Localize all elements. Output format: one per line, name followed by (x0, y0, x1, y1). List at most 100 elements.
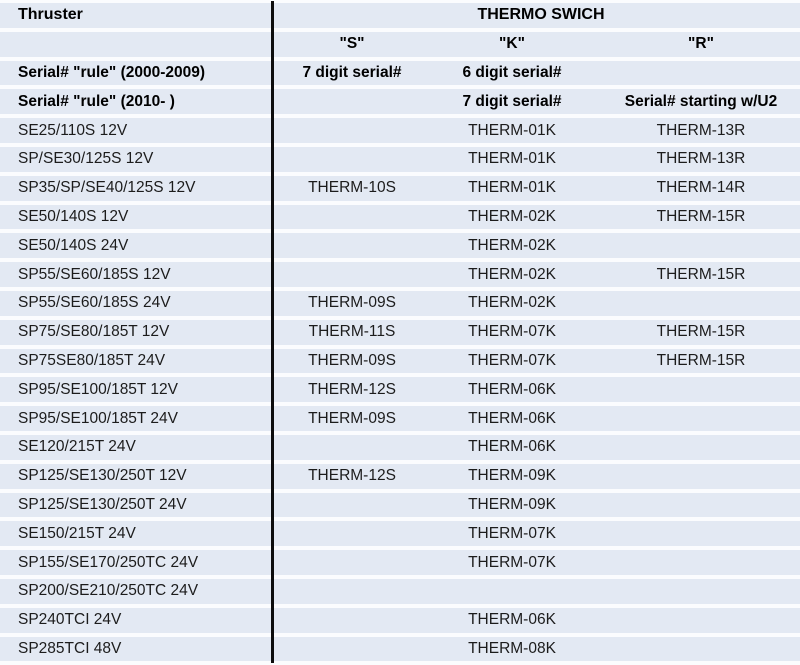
column-divider (262, 317, 282, 347)
table-row: SE150/215T 24V THERM-07K (0, 519, 800, 549)
table-row: SP75SE80/185T 24V THERM-09S THERM-07K TH… (0, 346, 800, 376)
table-row: SP95/SE100/185T 24V THERM-09S THERM-06K (0, 404, 800, 434)
divider-bar-icon (270, 260, 274, 290)
r-cell: THERM-13R (656, 121, 746, 139)
k-cell: THERM-07K (468, 351, 556, 369)
k-column-header: "K" (499, 35, 525, 53)
thruster-cell: SP95/SE100/185T 12V (18, 380, 179, 398)
s-cell: THERM-09S (308, 409, 396, 427)
s-cell: THERM-09S (308, 294, 396, 312)
column-divider (262, 605, 282, 635)
divider-bar-icon (270, 231, 274, 261)
k-cell: THERM-02K (468, 294, 556, 312)
divider-bar-icon (270, 87, 274, 117)
column-divider (262, 29, 282, 59)
r-cell: Serial# starting w/U2 (624, 92, 778, 110)
divider-bar-icon (270, 432, 274, 462)
thruster-cell: SP75/SE80/185T 12V (18, 323, 170, 341)
thruster-cell: Serial# "rule" (2010- ) (18, 92, 175, 110)
divider-bar-icon (270, 375, 274, 405)
k-cell: 6 digit serial# (462, 63, 562, 81)
r-cell: THERM-15R (656, 265, 746, 283)
column-divider (262, 58, 282, 88)
thruster-column-header: Thruster (18, 6, 83, 24)
thruster-cell: SP285TCI 48V (18, 639, 122, 657)
thruster-cell: SP125/SE130/250T 12V (18, 467, 187, 485)
k-cell: THERM-07K (468, 553, 556, 571)
column-divider (262, 548, 282, 578)
divider-bar-icon (270, 576, 274, 606)
table-row: SP285TCI 48V THERM-08K (0, 634, 800, 664)
table-body: Serial# "rule" (2000-2009) 7 digit seria… (0, 58, 800, 664)
table-row: SE50/140S 24V THERM-02K (0, 231, 800, 261)
column-divider (262, 490, 282, 520)
column-divider (262, 375, 282, 405)
table-row: SE25/110S 12V THERM-01K THERM-13R (0, 116, 800, 146)
s-cell: THERM-11S (308, 323, 396, 341)
column-divider (262, 634, 282, 664)
k-cell: THERM-01K (468, 121, 556, 139)
table-row: SP/SE30/125S 12V THERM-01K THERM-13R (0, 144, 800, 174)
table-row: SP155/SE170/250TC 24V THERM-07K (0, 548, 800, 578)
divider-bar-icon (270, 317, 274, 347)
thruster-cell: SP155/SE170/250TC 24V (18, 553, 199, 571)
thruster-cell: SP55/SE60/185S 12V (18, 265, 171, 283)
s-column-header: "S" (339, 35, 365, 53)
table-row: SP95/SE100/185T 12V THERM-12S THERM-06K (0, 375, 800, 405)
divider-bar-icon (270, 404, 274, 434)
divider-bar-icon (270, 346, 274, 376)
thruster-cell: SP/SE30/125S 12V (18, 150, 154, 168)
table-header-row: Thruster THERMO SWICH (0, 0, 800, 30)
column-divider (262, 0, 282, 30)
table-row: SP35/SP/SE40/125S 12V THERM-10S THERM-01… (0, 173, 800, 203)
column-divider (262, 346, 282, 376)
column-divider (262, 432, 282, 462)
table-subheader-row: "S" "K" "R" (0, 29, 800, 59)
k-cell: THERM-06K (468, 409, 556, 427)
column-divider (262, 519, 282, 549)
divider-bar-icon (270, 288, 274, 318)
thruster-cell: SP200/SE210/250TC 24V (18, 582, 199, 600)
divider-bar-icon (270, 29, 274, 59)
k-cell: THERM-01K (468, 179, 556, 197)
thruster-cell: SP125/SE130/250T 24V (18, 495, 187, 513)
table-row: SP55/SE60/185S 12V THERM-02K THERM-15R (0, 260, 800, 290)
k-cell: THERM-02K (468, 236, 556, 254)
divider-bar-icon (270, 490, 274, 520)
k-cell: THERM-09K (468, 495, 556, 513)
table-row: SP55/SE60/185S 24V THERM-09S THERM-02K (0, 288, 800, 318)
thruster-cell: SE25/110S 12V (18, 121, 128, 139)
table-row: SP240TCI 24V THERM-06K (0, 605, 800, 635)
thruster-cell: SE50/140S 24V (18, 236, 129, 254)
divider-bar-icon (270, 461, 274, 491)
divider-bar-icon (270, 634, 274, 664)
thruster-cell: SP95/SE100/185T 24V (18, 409, 179, 427)
k-cell: THERM-06K (468, 380, 556, 398)
column-divider (262, 288, 282, 318)
thruster-cell: SP55/SE60/185S 24V (18, 294, 171, 312)
k-cell: THERM-06K (468, 438, 556, 456)
column-divider (262, 173, 282, 203)
column-divider (262, 576, 282, 606)
r-cell: THERM-15R (656, 323, 746, 341)
divider-bar-icon (270, 605, 274, 635)
table-row: SP125/SE130/250T 24V THERM-09K (0, 490, 800, 520)
divider-bar-icon (270, 173, 274, 203)
thruster-cell: SE120/215T 24V (18, 438, 136, 456)
k-cell: THERM-01K (468, 150, 556, 168)
column-divider (262, 116, 282, 146)
divider-bar-icon (270, 548, 274, 578)
divider-bar-icon (270, 116, 274, 146)
k-cell: THERM-09K (468, 467, 556, 485)
k-cell: THERM-07K (468, 323, 556, 341)
divider-bar-icon (270, 144, 274, 174)
s-cell: THERM-12S (308, 380, 396, 398)
k-cell: THERM-02K (468, 265, 556, 283)
thermo-swich-title: THERMO SWICH (477, 6, 605, 24)
divider-bar-icon (270, 58, 274, 88)
k-cell: 7 digit serial# (462, 92, 562, 110)
table-row: SP125/SE130/250T 12V THERM-12S THERM-09K (0, 461, 800, 491)
thruster-cell: SP75SE80/185T 24V (18, 351, 166, 369)
table-row: SP75/SE80/185T 12V THERM-11S THERM-07K T… (0, 317, 800, 347)
table-row: Serial# "rule" (2000-2009) 7 digit seria… (0, 58, 800, 88)
